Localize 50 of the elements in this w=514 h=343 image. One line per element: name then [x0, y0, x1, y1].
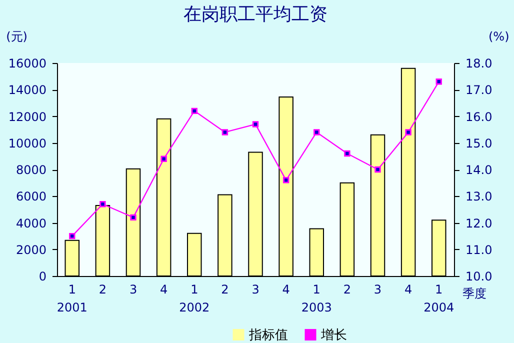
y-tick-label: 12000: [8, 110, 46, 124]
point: [252, 121, 259, 128]
y-tick-label: 8000: [16, 163, 46, 177]
x-tick-label: 1 2004: [424, 282, 454, 314]
x-tick-label: 2: [98, 282, 107, 296]
y2-tick-label: 17.0: [466, 83, 492, 98]
point: [344, 150, 350, 157]
x-tick-label: 3: [374, 282, 382, 296]
y2-tick-label: 13.0: [466, 190, 492, 204]
y2-tick-label: 18.0: [466, 56, 492, 70]
x-tick-label: 2: [343, 282, 352, 296]
point: [282, 177, 290, 184]
y-axis-title: (元): [6, 30, 28, 44]
point: [314, 129, 320, 136]
chart-title: 在岗职工平均工资: [184, 4, 328, 25]
x-tick-label: 4: [404, 282, 412, 296]
y2-tick-label: 10.0: [466, 270, 492, 284]
point: [374, 166, 381, 173]
legend-label: 指标值: [248, 328, 288, 343]
x-tick-label: 3: [129, 282, 138, 296]
y-tick-label: 14000: [8, 83, 46, 98]
x-tick-label: 1 2001: [56, 282, 88, 314]
y-tick-label: 2000: [16, 242, 46, 257]
x-tick-label: 4: [160, 282, 168, 296]
y2-tick-label: 15.0: [466, 136, 492, 150]
x-axis-title: 季度: [462, 286, 486, 300]
x-tick-label: 3: [252, 282, 260, 296]
point: [160, 156, 167, 162]
y-tick-label: 10000: [8, 136, 46, 150]
point: [405, 129, 412, 136]
x-tick-label: 4: [282, 282, 290, 296]
y-tick-label: 6000: [16, 190, 46, 204]
point: [130, 214, 136, 221]
x-tick-label: 2: [221, 282, 229, 296]
point: [100, 201, 106, 208]
y-tick-label: 4000: [16, 216, 46, 230]
legend-label: 增长: [320, 328, 347, 343]
point: [191, 108, 198, 114]
x-tick-label: 1 2002: [179, 282, 210, 314]
point: [436, 78, 442, 85]
y-tick-label: 16000: [8, 56, 46, 70]
y2-tick-label: 11.0: [466, 242, 492, 257]
y2-tick-label: 12.0: [466, 216, 492, 230]
y-tick-label: 0: [38, 270, 46, 284]
x-tick-label: 1 2003: [301, 282, 332, 314]
y2-tick-label: 16.0: [466, 110, 492, 124]
point: [222, 129, 228, 136]
point: [69, 232, 76, 240]
y2-axis-title: (%): [488, 30, 510, 44]
y2-tick-label: 14.0: [466, 163, 492, 177]
